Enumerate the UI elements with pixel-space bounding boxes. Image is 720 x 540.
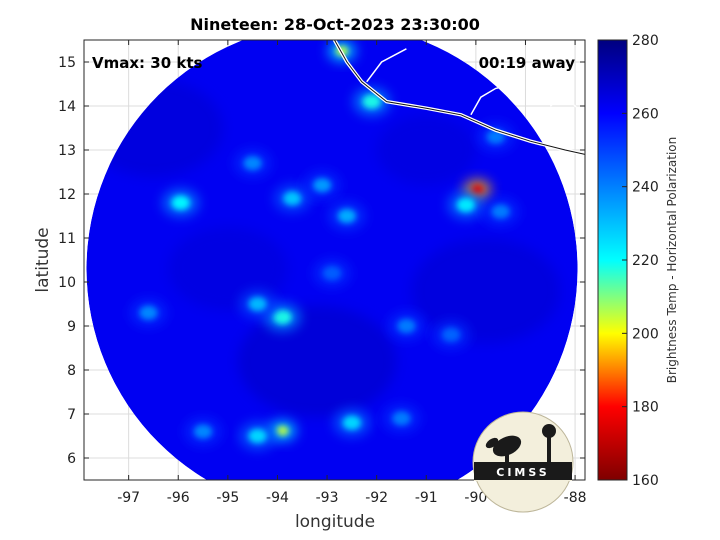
feature-mark <box>239 422 276 450</box>
feature-core <box>276 425 289 436</box>
feature-mark <box>383 404 420 432</box>
colorbar-tick-label: 240 <box>632 180 659 196</box>
y-tick-label: 10 <box>58 275 76 291</box>
colorbar-ticks: 160 180 200 220 240 260 280 <box>622 33 659 489</box>
feature-mark <box>314 259 351 287</box>
x-ticks: -97-96-95-94-93-92-91-90-89-88 <box>117 40 587 506</box>
feature-mark <box>162 189 199 217</box>
feature-mark <box>482 198 519 226</box>
feature-mark <box>328 202 365 230</box>
x-tick-label: -93 <box>316 490 339 506</box>
colorbar-tick-label: 260 <box>632 106 659 122</box>
feature-core <box>442 327 461 342</box>
feature-mark <box>477 123 514 151</box>
tower-leg <box>547 437 551 462</box>
colorbar: 160 180 200 220 240 260 280 Brightness Temp - … <box>597 33 679 489</box>
y-tick-label: 13 <box>58 143 76 159</box>
feature-mark <box>274 184 311 212</box>
colorbar-label: Brightness Temp - Horizontal Polarizatio… <box>665 137 679 384</box>
y-tick-label: 11 <box>58 231 76 247</box>
feature-mark <box>388 312 425 340</box>
plot-area: -97-96-95-94-93-92-91-90-89-88 678910111… <box>33 39 587 532</box>
x-tick-label: -92 <box>365 490 388 506</box>
vmax-annotation: Vmax: 30 kts <box>92 54 202 72</box>
feature-core <box>323 266 342 281</box>
feature-core <box>471 184 484 195</box>
border-path <box>549 96 581 111</box>
feature-core <box>392 411 411 426</box>
feature-core <box>362 94 381 109</box>
colorbar-tick-label: 200 <box>632 326 659 342</box>
logo-band <box>474 462 572 480</box>
x-axis-label: longitude <box>295 512 375 532</box>
swath-band <box>237 305 397 417</box>
feature-core <box>248 297 267 311</box>
coastline-edge <box>333 40 585 155</box>
swath-band <box>376 115 476 185</box>
feature-core <box>313 178 332 193</box>
y-tick-label: 8 <box>67 363 76 379</box>
feature-core <box>171 195 190 210</box>
feature-core <box>456 198 475 212</box>
feature-core <box>337 209 356 223</box>
feature-core <box>491 204 510 219</box>
colorbar-tick-label: 180 <box>632 400 659 416</box>
water-tower-icon <box>542 424 556 438</box>
swath-band <box>168 227 288 311</box>
features <box>130 40 519 450</box>
chart-title: Nineteen: 28-Oct-2023 23:30:00 <box>190 15 480 34</box>
feature-mark <box>239 290 276 318</box>
y-axis-label: latitude <box>33 227 53 292</box>
feature-core <box>248 429 267 443</box>
y-ticks: 6 7 8 9 10 11 12 13 14 15 <box>58 55 585 467</box>
x-tick-label: -96 <box>167 490 190 506</box>
coastline <box>332 40 585 157</box>
y-tick-label: 12 <box>58 187 76 203</box>
feature-mark <box>234 149 271 177</box>
colorbar-tick-label: 160 <box>632 473 659 489</box>
swath-texture <box>86 79 561 417</box>
feature-core <box>397 319 416 333</box>
x-tick-label: -95 <box>216 490 239 506</box>
y-tick-label: 9 <box>67 319 76 335</box>
y-tick-label: 7 <box>67 407 76 423</box>
border-path <box>470 83 516 116</box>
y-tick-label: 15 <box>58 55 76 71</box>
x-tick-label: -90 <box>464 490 487 506</box>
feature-core <box>342 415 361 430</box>
x-tick-label: -97 <box>117 490 140 506</box>
feature-mark <box>333 409 370 437</box>
time-away-annotation: 00:19 away <box>479 54 576 72</box>
satellite-dish-icon <box>492 435 522 457</box>
x-tick-label: -91 <box>415 490 438 506</box>
x-tick-label: -88 <box>564 490 587 506</box>
x-tick-label: -94 <box>266 490 289 506</box>
feature-mark <box>447 191 484 219</box>
cimss-logo: CIMSS <box>472 411 574 513</box>
feature-mark <box>304 171 341 199</box>
feature-core <box>243 156 262 171</box>
feature-core <box>273 310 292 325</box>
colorbar-tick-label: 220 <box>632 253 659 269</box>
feature-mark <box>433 321 470 349</box>
dish-mount <box>505 448 509 462</box>
plot-frame <box>83 39 586 481</box>
feature-core <box>283 191 302 206</box>
feature-mark <box>185 418 222 446</box>
y-tick-label: 6 <box>67 451 76 467</box>
logo-text: CIMSS <box>496 466 549 479</box>
colorbar-tick-label: 280 <box>632 33 659 49</box>
feature-core <box>194 424 213 439</box>
swath-band <box>411 238 561 343</box>
small-dish-icon <box>485 437 499 449</box>
border-path <box>366 48 407 83</box>
y-tick-label: 14 <box>58 99 76 115</box>
brightness-swath <box>86 40 578 480</box>
feature-mark <box>130 299 167 327</box>
feature-core <box>139 305 158 320</box>
